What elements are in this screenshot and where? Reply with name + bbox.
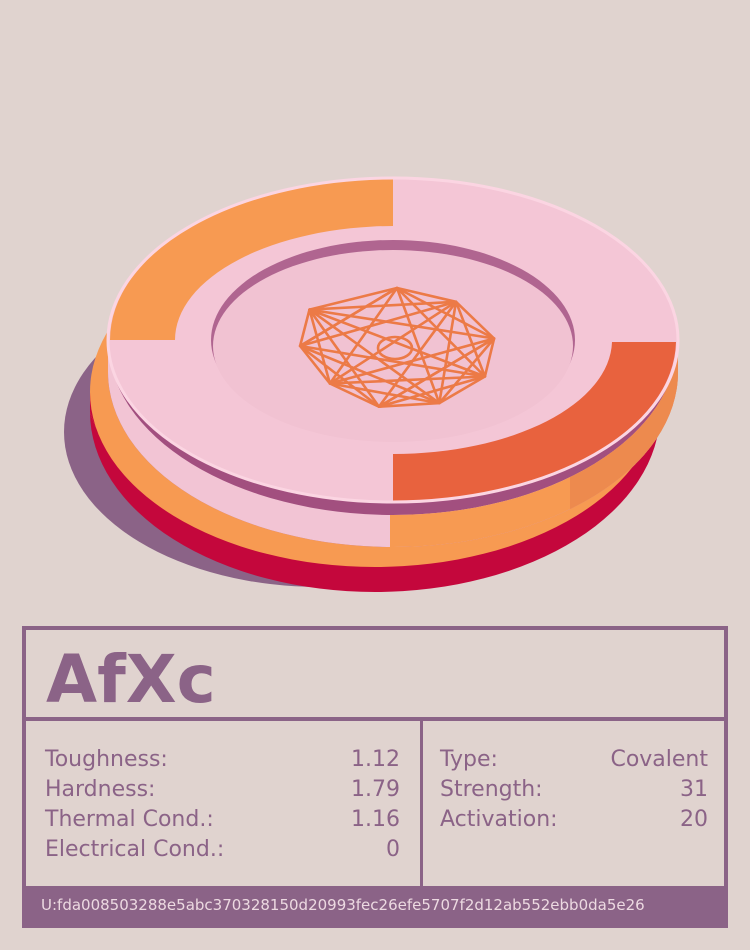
card-title-bar: AfXc	[26, 630, 724, 721]
property-row: Thermal Cond.: 1.16	[45, 805, 400, 835]
property-label: Type:	[440, 747, 498, 772]
property-value: Covalent	[610, 747, 708, 772]
properties-right: Type: Covalent Strength: 31 Activation: …	[423, 721, 724, 890]
property-label: Strength:	[440, 777, 543, 802]
property-value: 1.79	[351, 777, 400, 802]
property-row: Activation: 20	[440, 805, 708, 835]
property-value: 20	[680, 807, 708, 832]
nonagram-icon	[298, 286, 496, 409]
property-row: Toughness: 1.12	[45, 745, 400, 775]
property-row: Electrical Cond.: 0	[45, 835, 400, 865]
property-value: 0	[386, 837, 400, 862]
property-label: Hardness:	[45, 777, 156, 802]
property-row: Type: Covalent	[440, 745, 708, 775]
property-label: Toughness:	[45, 747, 168, 772]
property-row: Hardness: 1.79	[45, 775, 400, 805]
property-label: Activation:	[440, 807, 558, 832]
property-row: Strength: 31	[440, 775, 708, 805]
property-label: Thermal Cond.:	[45, 807, 214, 832]
material-card: AfXc Toughness: 1.12 Hardness: 1.79 Ther…	[22, 626, 728, 928]
card-footer: U:fda008503288e5abc370328150d20993fec26e…	[26, 886, 724, 924]
card-title: AfXc	[46, 641, 216, 718]
property-value: 31	[680, 777, 708, 802]
property-label: Electrical Cond.:	[45, 837, 225, 862]
property-value: 1.12	[351, 747, 400, 772]
chip-illustration	[64, 176, 680, 592]
footer-id: U:fda008503288e5abc370328150d20993fec26e…	[41, 896, 645, 914]
upper-chip-top	[106, 176, 680, 504]
properties-left: Toughness: 1.12 Hardness: 1.79 Thermal C…	[26, 721, 423, 890]
property-value: 1.16	[351, 807, 400, 832]
